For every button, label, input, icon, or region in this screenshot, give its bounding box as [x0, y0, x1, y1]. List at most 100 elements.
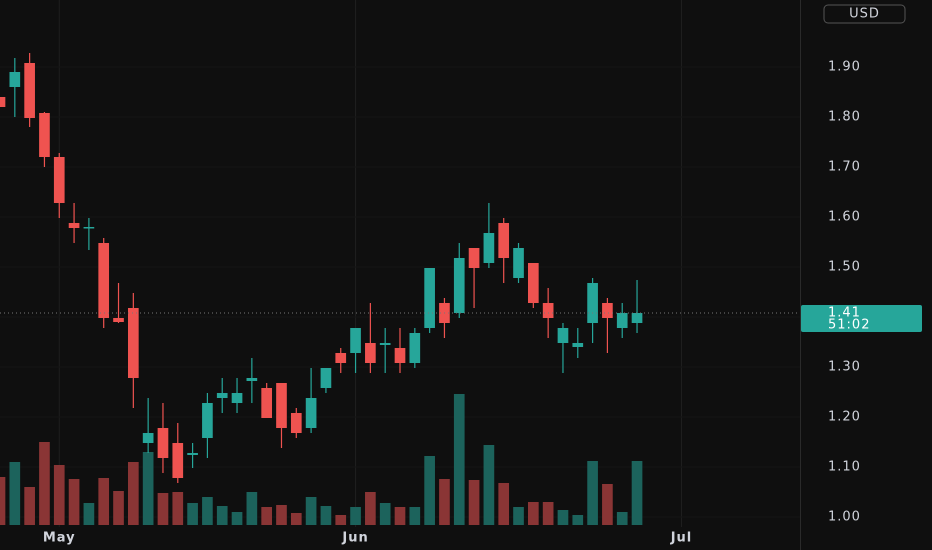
y-tick-label: 1.60: [828, 210, 861, 225]
volume-bar: [53, 465, 65, 525]
y-tick-label: 1.80: [828, 110, 861, 125]
candle-body: [587, 283, 598, 323]
volume-bar: [0, 477, 6, 525]
candle-body: [24, 63, 35, 118]
volume-bar: [98, 478, 110, 525]
candle-body: [631, 313, 643, 323]
volume-bar: [216, 506, 228, 525]
volume-bar: [542, 502, 554, 525]
volume-bar: [128, 462, 139, 525]
y-tick-label: 1.00: [828, 510, 861, 525]
last-price-label: 1.41: [828, 306, 861, 321]
candle-body: [453, 258, 465, 313]
volume-bar: [409, 507, 421, 525]
volume-bar: [305, 497, 317, 525]
volume-bar: [246, 492, 258, 525]
volume-bar: [335, 515, 347, 525]
volume-bar: [350, 507, 361, 525]
candle-body: [68, 223, 80, 228]
volume-bar: [187, 503, 198, 525]
candle-body: [424, 268, 435, 328]
y-tick-label: 1.70: [828, 160, 861, 175]
x-tick-label: May: [43, 531, 76, 546]
x-tick-label: Jul: [670, 531, 693, 546]
volume-bar: [394, 507, 406, 525]
candle-body: [528, 263, 539, 303]
candle-body: [157, 428, 169, 458]
volume-bar: [483, 445, 495, 525]
candle-body: [498, 223, 510, 258]
volume-bar: [68, 479, 80, 525]
candle-body: [276, 383, 287, 428]
candle-body: [409, 333, 421, 363]
y-tick-label: 1.10: [828, 460, 861, 475]
x-tick-label: Jun: [341, 531, 368, 546]
candle-body: [290, 413, 302, 433]
candle-body: [557, 328, 569, 343]
volume-bar: [157, 493, 169, 525]
candle-body: [9, 72, 21, 87]
volume-bar: [231, 512, 243, 525]
candle-body: [53, 157, 65, 203]
candle-body: [542, 303, 554, 318]
candle-body: [305, 398, 317, 428]
candle-body: [468, 248, 480, 268]
candle-body: [572, 343, 584, 347]
candle-body: [128, 308, 139, 378]
candle-body: [216, 393, 228, 398]
volume-bar: [365, 492, 376, 525]
volume-bar: [39, 442, 50, 525]
currency[interactable]: USD: [849, 7, 880, 22]
candle-body: [172, 443, 184, 478]
candle-body: [246, 378, 258, 381]
candle-body: [231, 393, 243, 403]
y-tick-label: 1.90: [828, 60, 861, 75]
volume-bar: [261, 507, 272, 525]
candle-body: [335, 353, 347, 363]
volume-bar: [439, 479, 450, 525]
candle-body: [483, 233, 495, 263]
volume-bar: [468, 480, 480, 525]
candle-body: [261, 388, 272, 418]
candle-body: [320, 368, 332, 388]
volume-bar: [557, 510, 569, 525]
volume-bar: [202, 497, 213, 525]
candle-body: [83, 227, 95, 229]
volume-bar: [453, 394, 465, 525]
y-tick-label: 1.20: [828, 410, 861, 425]
candle-body: [142, 433, 154, 443]
candle-body: [187, 453, 198, 455]
candle-body: [616, 313, 628, 328]
volume-bar: [602, 484, 613, 525]
candle-body: [602, 303, 613, 318]
volume-bar: [379, 503, 391, 525]
volume-bar: [513, 507, 524, 525]
candle-body: [513, 248, 524, 278]
candle-body: [202, 403, 213, 438]
volume-bar: [142, 452, 154, 525]
y-tick-label: 1.30: [828, 360, 861, 375]
volume-bar: [172, 492, 184, 525]
candle-body: [98, 243, 110, 318]
countdown: 51:02: [828, 318, 870, 333]
candle-body: [39, 113, 50, 157]
candle-body: [350, 328, 361, 353]
volume-bar: [290, 513, 302, 525]
candle-body: [379, 343, 391, 345]
currency-button[interactable]: [823, 4, 906, 24]
volume-bar: [83, 503, 95, 525]
last-price-box: [801, 305, 922, 332]
volume-bar: [9, 462, 21, 525]
volume-bar: [498, 483, 510, 525]
volume-bar: [587, 461, 598, 525]
volume-bar: [631, 461, 643, 525]
volume-bar: [572, 515, 584, 525]
candle-body: [0, 97, 6, 107]
candle-body: [365, 343, 376, 363]
volume-bar: [528, 502, 539, 525]
volume-bar: [113, 491, 124, 525]
volume-bar: [24, 487, 35, 525]
candle-body: [113, 318, 124, 322]
